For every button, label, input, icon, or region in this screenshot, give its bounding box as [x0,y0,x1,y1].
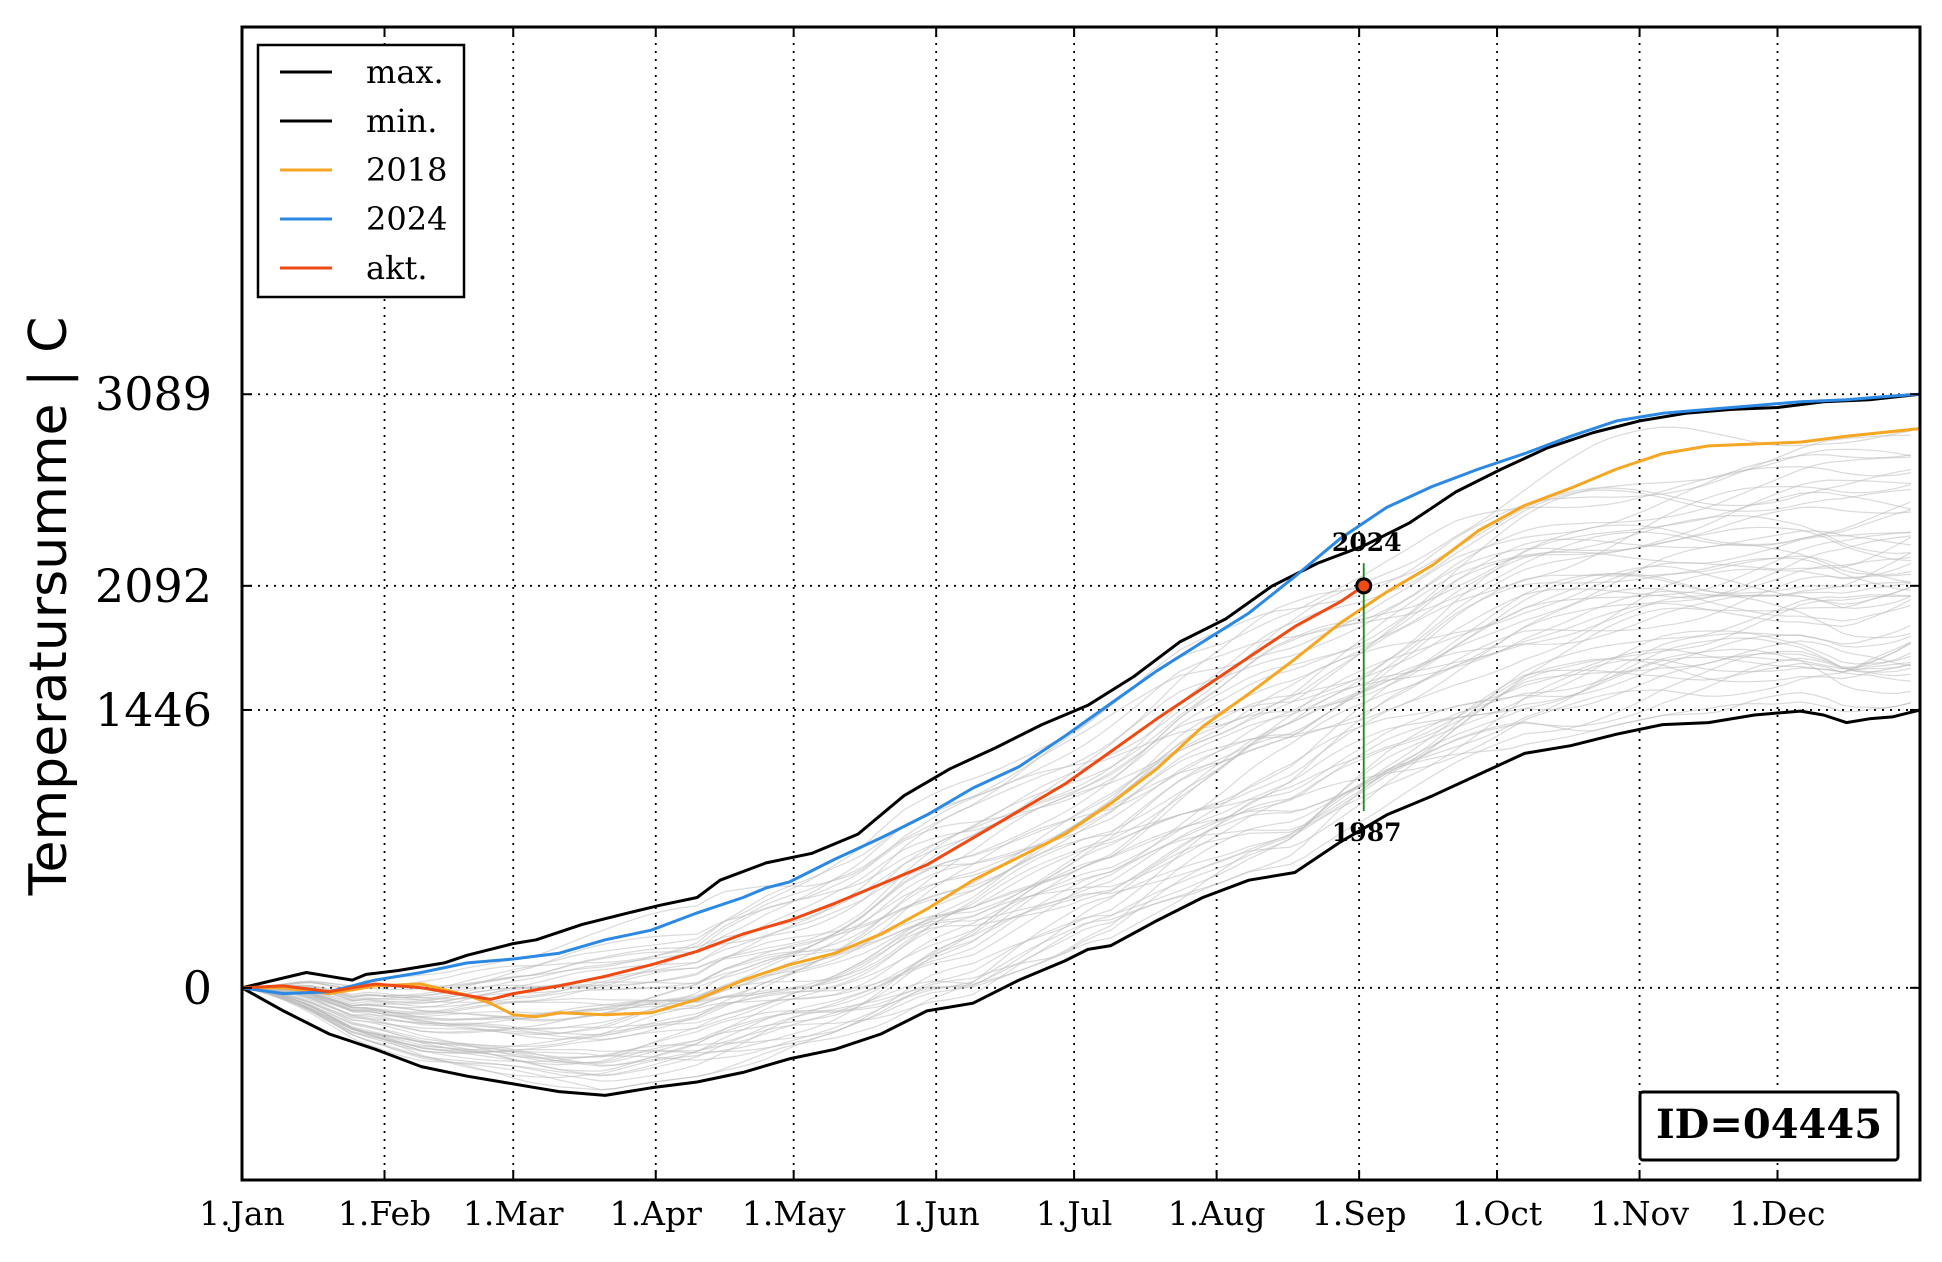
series-lines [241,392,1921,1097]
legend-label: 2024 [366,200,447,238]
background-year-line [241,594,1912,1041]
background-year-line [241,552,1912,1036]
x-tick-label: 1.Dec [1730,1194,1826,1233]
background-year-line [241,637,1911,1064]
x-tick-label: 1.Jun [893,1194,980,1233]
current-marker [1355,577,1373,595]
x-tick-label: 1.Nov [1590,1194,1689,1233]
background-year-line [241,491,1911,1009]
x-tick-label: 1.Jul [1036,1194,1113,1233]
background-year-line [241,536,1912,1022]
annotations: 2024 1987 [1332,528,1402,847]
series-line-akt [241,584,1365,1001]
background-year-line [241,508,1911,1000]
background-year-line [241,630,1911,1058]
range-label-above: 2024 [1332,528,1402,557]
x-tick-label: 1.Aug [1168,1194,1266,1233]
background-year-line [241,594,1911,1036]
background-year-line [241,557,1911,1014]
id-box: ID=04445 [1638,1090,1900,1162]
background-year-line [241,563,1912,1034]
background-year-line [241,587,1911,1030]
x-tick-label: 1.Feb [338,1194,431,1233]
background-year-line [241,641,1912,1079]
series-line-2024 [241,392,1921,996]
background-year-line [241,565,1912,1021]
background-year-line [241,650,1911,1077]
background-year-line [241,657,1911,1082]
background-year-line [241,456,1911,999]
plot-frame [240,25,1922,1182]
id-label: ID=04445 [1656,1101,1882,1148]
background-year-line [241,501,1912,1003]
x-tick-label: 1.Jan [199,1194,285,1233]
series-line-max [241,392,1921,990]
legend: max. min. 2018 2024 akt. [256,43,466,299]
x-axis-ticks: 1.Jan 1.Feb 1.Mar 1.Apr 1.May 1.Jun 1.Jul 1.Aug… [199,27,1825,1233]
x-tick-label: 1.Mar [463,1194,564,1233]
y-tick-label: 2092 [95,559,212,613]
x-tick-label: 1.Sep [1312,1194,1407,1233]
id-box-frame [1638,1090,1900,1162]
background-year-line [241,454,1911,999]
background-year-line [241,598,1912,1040]
range-label-below: 1987 [1332,818,1402,847]
x-tick-label: 1.Apr [610,1194,702,1233]
y-tick-label: 1446 [95,683,212,737]
background-year-line [241,648,1911,1066]
y-axis-label: Temperatursumme | C [19,317,79,897]
series-line-2018 [242,427,1921,1019]
background-year-line [241,594,1911,1051]
legend-label: akt. [366,249,428,287]
series-line-min [241,708,1921,1097]
y-tick-label: 0 [183,961,212,1015]
background-year-line [241,434,1911,992]
legend-label: 2018 [366,151,447,189]
background-year-line [241,448,1911,998]
y-tick-label: 3089 [95,367,212,421]
background-years [241,426,1912,1091]
background-year-line [241,701,1911,1091]
background-year-line [241,586,1911,1047]
background-year-line [241,543,1911,1018]
background-year-line [241,488,1911,991]
x-tick-label: 1.May [742,1194,846,1233]
x-tick-label: 1.Oct [1452,1194,1542,1233]
y-axis-ticks: 3089 2092 1446 0 [95,367,1920,1015]
background-year-line [241,531,1911,1008]
background-year-line [241,658,1911,1059]
background-year-line [241,466,1911,991]
legend-label: min. [366,102,437,140]
legend-label: max. [366,53,444,91]
